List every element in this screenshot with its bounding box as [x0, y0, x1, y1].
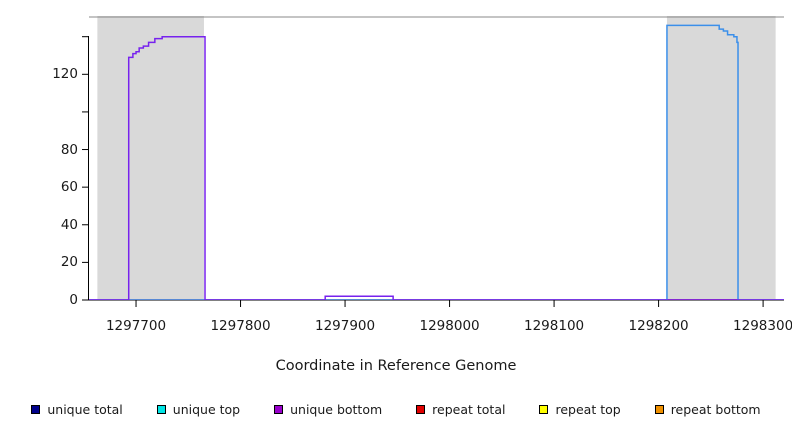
x-axis-title: Coordinate in Reference Genome [275, 358, 517, 374]
plot-canvas [89, 16, 784, 300]
feature-region-left [97, 16, 204, 300]
legend-swatch-icon [156, 404, 166, 414]
chart-legend: unique total unique top unique bottom repea… [0, 398, 792, 420]
x-tick-label: 1297900 [314, 318, 376, 334]
y-tick-label: 60 [60, 179, 78, 196]
feature-region-right [666, 16, 776, 300]
y-tick-label: 40 [60, 216, 78, 233]
legend-item-repeat-top[interactable]: repeat top [539, 401, 621, 417]
plot-area [89, 16, 784, 300]
y-tick-label: 120 [52, 66, 78, 83]
legend-swatch-icon [274, 404, 284, 414]
legend-item-unique-total[interactable]: unique total [31, 401, 123, 417]
x-tick-label: 1297800 [210, 318, 271, 334]
legend-item-unique-top[interactable]: unique top [156, 401, 241, 417]
legend-label: unique bottom [290, 401, 383, 417]
y-tick-label: 80 [60, 141, 78, 158]
legend-label: unique top [172, 401, 241, 417]
legend-swatch-icon [654, 404, 664, 414]
legend-label: unique total [47, 401, 123, 417]
y-tick-label: 20 [60, 254, 78, 271]
x-tick-label: 1298200 [628, 318, 689, 334]
x-axis-tick-labels: 1297700 1297800 1297900 1298000 1298100 12982… [0, 318, 792, 340]
x-tick-label: 1297700 [105, 318, 167, 334]
x-tick-label: 1298100 [524, 318, 585, 334]
legend-label: repeat total [432, 401, 506, 417]
legend-swatch-icon [416, 404, 426, 414]
x-tick-label: 1298000 [419, 318, 480, 334]
y-tick-label: 0 [69, 292, 78, 308]
legend-item-repeat-total[interactable]: repeat total [416, 402, 505, 417]
legend-swatch-icon [31, 404, 41, 414]
legend-label: repeat top [555, 401, 621, 417]
series-unique-bottom [89, 35, 784, 300]
x-tick-label: 1298300 [733, 318, 792, 334]
legend-label: repeat bottom [670, 401, 761, 417]
series-unique-top [89, 24, 784, 300]
legend-item-unique-bottom[interactable]: unique bottom [274, 402, 382, 417]
legend-item-repeat-bottom[interactable]: repeat bottom [654, 401, 761, 417]
legend-swatch-icon [539, 404, 549, 414]
